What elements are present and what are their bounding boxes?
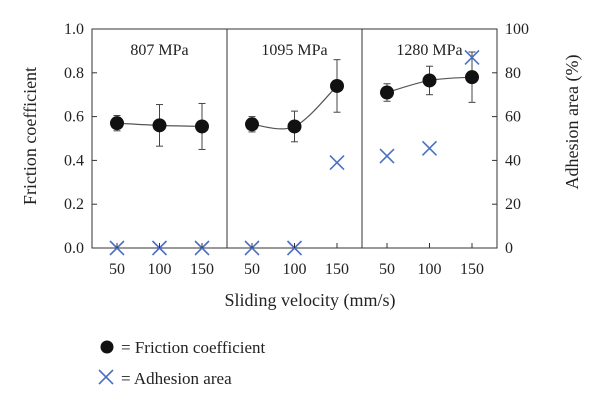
y-tick-label-left: 0.6 [64, 109, 84, 126]
panel-title-3: 1280 MPa [396, 42, 462, 59]
legend: = Friction coefficient = Adhesion area [98, 338, 266, 388]
y-tick-label-right: 20 [505, 196, 521, 213]
adhesion-point [464, 49, 480, 66]
y-tick-label-right: 0 [505, 240, 513, 257]
friction-point [110, 116, 124, 131]
friction-point [245, 117, 259, 132]
y-tick-label-left: 0.2 [64, 196, 84, 213]
y-tick-label-left: 0.4 [64, 152, 84, 169]
legend-adhesion-marker [98, 369, 114, 385]
x-tick-label: 150 [190, 261, 214, 278]
x-tick-label: 100 [418, 261, 442, 278]
x-tick-label: 150 [460, 261, 484, 278]
adhesion-point [421, 140, 438, 156]
y-tick-label-left: 0.0 [64, 240, 84, 257]
y-tick-label-right: 60 [505, 109, 521, 126]
y-tick-label-left: 1.0 [64, 21, 84, 38]
x-tick-label: 50 [244, 261, 260, 278]
adhesion-point [329, 155, 345, 171]
legend-adhesion-label: = Adhesion area [121, 369, 232, 388]
y-axis-title-left: Friction coefficient [20, 67, 40, 205]
friction-point [380, 85, 394, 100]
ticks-layer: 50 100 150 50 100 150 50 100 150 0.0 0.2 0.4 0.6 0.8 1… [64, 21, 529, 278]
plot-layer: 807 MPa 1095 MPa 1280 MPa [91, 28, 498, 256]
y-tick-label-left: 0.8 [64, 65, 84, 82]
legend-friction-marker [100, 340, 114, 354]
y-tick-label-right: 40 [505, 152, 521, 169]
legend-friction-label: = Friction coefficient [121, 338, 266, 357]
friction-point [195, 119, 209, 134]
adhesion-point [379, 148, 395, 164]
friction-point [152, 118, 167, 133]
x-tick-label: 100 [283, 261, 307, 278]
friction-point [465, 70, 479, 85]
y-tick-label-right: 100 [505, 21, 529, 38]
panel-title-1: 807 MPa [130, 42, 188, 59]
x-tick-label: 150 [325, 261, 349, 278]
x-tick-label: 50 [379, 261, 395, 278]
x-axis-title: Sliding velocity (mm/s) [225, 290, 396, 311]
friction-point [287, 119, 302, 134]
friction-point [422, 73, 437, 88]
panel-title-2: 1095 MPa [261, 42, 327, 59]
y-tick-label-right: 80 [505, 65, 521, 82]
y-axis-title-right: Adhesion area (%) [562, 55, 583, 190]
friction-point [330, 78, 344, 93]
x-tick-label: 100 [148, 261, 172, 278]
x-tick-label: 50 [109, 261, 125, 278]
